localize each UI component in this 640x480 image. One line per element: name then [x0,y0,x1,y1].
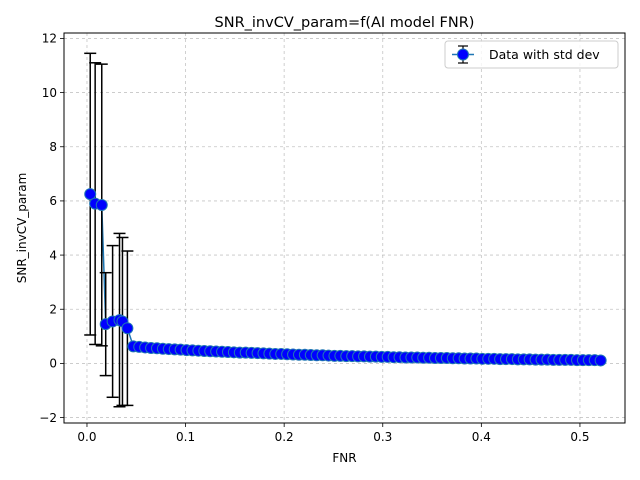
y-axis-label: SNR_invCV_param [15,173,29,284]
y-axis-ticks: −2 0 2 4 6 8 10 12 [39,32,64,425]
data-point [594,354,607,367]
chart-title: SNR_invCV_param=f(AI model FNR) [215,15,475,31]
y-tick-label: 8 [49,140,57,154]
y-tick-label: 10 [42,86,57,100]
y-tick-label: 0 [49,357,57,371]
x-axis-ticks: 0.0 0.1 0.2 0.3 0.4 0.5 [77,423,589,444]
x-tick-label: 0.4 [472,430,491,444]
x-tick-label: 0.5 [570,430,589,444]
x-tick-label: 0.3 [373,430,392,444]
x-axis-label: FNR [332,451,356,465]
y-tick-label: 6 [49,194,57,208]
data-point [121,322,134,335]
plot-area-frame [63,32,626,424]
legend-box [444,40,619,69]
y-tick-label: −2 [39,411,57,425]
legend-label: Data with std dev [489,47,600,62]
legend-marker-icon [457,48,469,61]
x-tick-label: 0.2 [275,430,294,444]
y-tick-label: 12 [42,32,57,46]
data-point [95,198,108,211]
legend: Data with std dev [444,40,619,69]
x-tick-label: 0.1 [176,430,195,444]
series-line [89,193,601,362]
y-tick-label: 4 [49,248,57,262]
x-tick-label: 0.0 [77,430,96,444]
data-point [84,188,97,201]
data-series [84,52,607,408]
y-tick-label: 2 [49,303,57,317]
